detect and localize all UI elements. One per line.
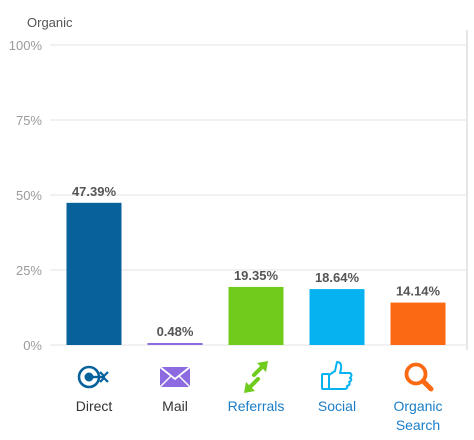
referrals-arrows-icon <box>244 361 268 393</box>
x-category-label: Referrals <box>228 398 285 414</box>
bar-social[interactable] <box>309 289 365 345</box>
data-label: 47.39% <box>72 184 117 199</box>
data-label: 19.35% <box>234 268 279 283</box>
y-tick-label: 100% <box>9 38 43 53</box>
chart-title: Organic <box>27 15 73 30</box>
organic-search-magnifier-icon <box>404 362 434 392</box>
x-category-label: Organic Search <box>393 398 442 433</box>
data-label: 18.64% <box>315 270 360 285</box>
mail-envelope-icon <box>159 366 191 388</box>
x-category-label: Mail <box>162 398 188 414</box>
x-category-label: Social <box>318 398 356 414</box>
bar-referrals[interactable] <box>228 286 284 345</box>
bar-mail[interactable] <box>147 343 203 345</box>
x-category-label: Direct <box>76 398 113 414</box>
bar-organic-search[interactable] <box>390 302 446 345</box>
y-tick-label: 0% <box>23 338 42 353</box>
bar-direct[interactable] <box>66 202 122 345</box>
y-tick-label: 50% <box>16 188 42 203</box>
direct-target-icon <box>77 365 109 389</box>
social-thumbs-up-icon <box>321 361 353 390</box>
data-label: 14.14% <box>396 284 441 299</box>
y-tick-label: 25% <box>16 263 42 278</box>
data-label: 0.48% <box>157 324 194 339</box>
y-tick-label: 75% <box>16 113 42 128</box>
